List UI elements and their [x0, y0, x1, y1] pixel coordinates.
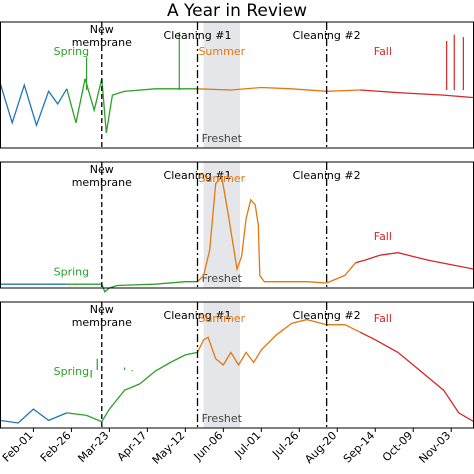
x-tick-label: Feb-26	[38, 429, 74, 465]
event-label: New membrane	[72, 163, 132, 189]
season-label: Spring	[54, 265, 90, 278]
series-line	[66, 78, 198, 134]
x-tick-label: Aug-20	[302, 429, 339, 466]
event-label: Cleaning #2	[293, 29, 361, 42]
event-label: New membrane	[72, 23, 132, 49]
series-line	[197, 86, 361, 92]
series-line	[197, 175, 356, 284]
event-label: Cleaning #1	[164, 29, 232, 42]
season-label: Spring	[54, 365, 90, 378]
season-label: Summer	[198, 172, 245, 185]
series-line	[360, 89, 474, 99]
season-label: Summer	[198, 312, 245, 325]
x-tick-label: Oct-09	[380, 429, 415, 464]
season-label: Spring	[54, 45, 90, 58]
series-line	[196, 318, 361, 367]
x-tick-label: Feb-01	[0, 429, 36, 465]
freshet-label: Freshet	[202, 412, 243, 425]
x-tick-label: Apr-17	[115, 429, 150, 464]
event-label-line: New	[90, 303, 114, 316]
x-tick-label: Nov-03	[416, 429, 453, 466]
freshet-band	[203, 302, 241, 428]
event-label: Cleaning #1	[164, 169, 232, 182]
season-label: Fall	[374, 230, 392, 243]
x-tick-label: Jul-01	[231, 429, 263, 461]
event-label-line: New	[90, 23, 114, 36]
event-label-line: membrane	[72, 316, 132, 329]
series-line	[0, 408, 68, 424]
series-line	[66, 281, 198, 293]
event-label-line: New	[90, 163, 114, 176]
x-tick-label: May-12	[150, 429, 188, 467]
freshet-band	[203, 162, 241, 288]
x-tick-label: Jul-26	[269, 429, 301, 461]
event-label: Cleaning #2	[293, 309, 361, 322]
series-line	[0, 82, 68, 128]
x-tick-label: Mar-23	[75, 429, 111, 465]
event-label: New membrane	[72, 303, 132, 329]
event-label-line: membrane	[72, 176, 132, 189]
series-line	[359, 331, 474, 423]
event-label: Cleaning #1	[164, 309, 232, 322]
season-label: Summer	[198, 45, 245, 58]
freshet-band	[203, 22, 241, 148]
season-label: Fall	[374, 45, 392, 58]
event-label: Cleaning #2	[293, 169, 361, 182]
freshet-label: Freshet	[202, 272, 243, 285]
x-tick-label: Jun-06	[191, 429, 226, 464]
event-label-line: membrane	[72, 36, 132, 49]
series-line	[355, 252, 474, 270]
season-label: Fall	[374, 312, 392, 325]
x-tick-label: Sep-14	[341, 429, 378, 466]
freshet-label: Freshet	[202, 132, 243, 145]
chart-title: A Year in Review	[167, 1, 307, 21]
series-line	[66, 351, 198, 423]
